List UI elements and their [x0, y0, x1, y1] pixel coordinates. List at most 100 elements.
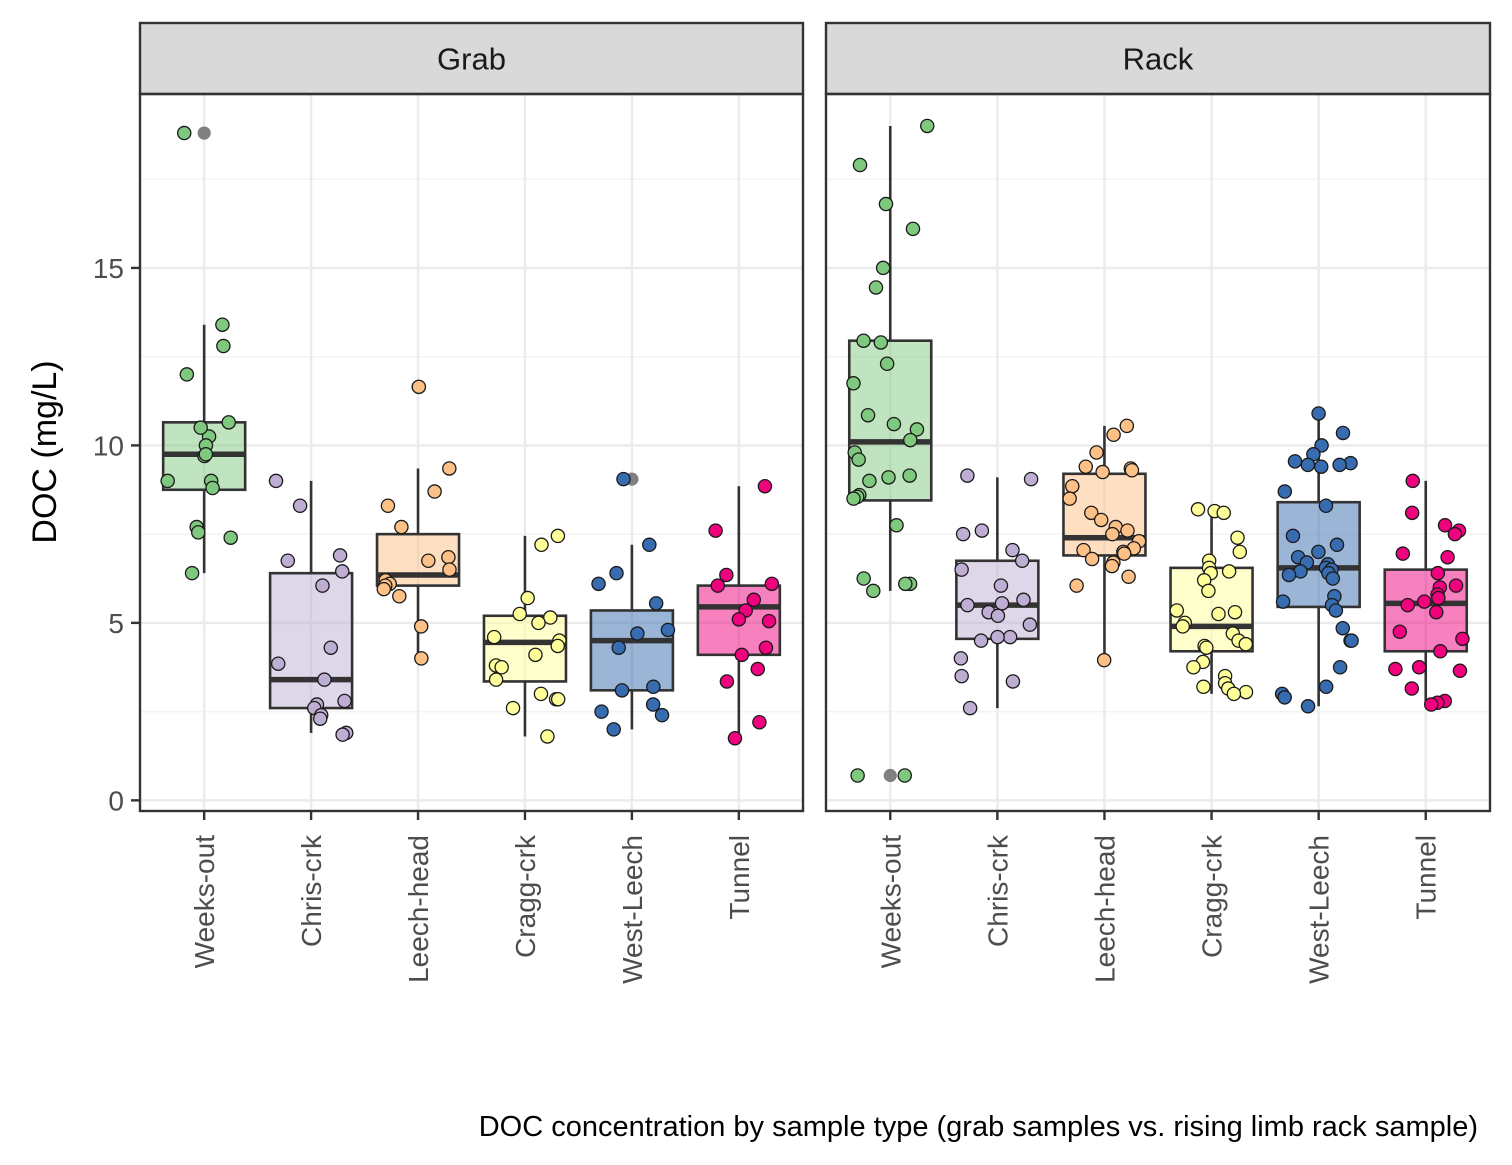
- point-rack-chris-crk: [954, 562, 969, 577]
- point-grab-weeks-out: [176, 125, 192, 141]
- point-grab-west-leech: [654, 707, 670, 723]
- point-grab-west-leech: [606, 722, 621, 737]
- point-rack-weeks-out: [902, 468, 917, 483]
- x-tick-label-cragg-crk: Cragg-crk: [1197, 834, 1228, 958]
- point-rack-cragg-crk: [1199, 640, 1214, 655]
- point-rack-weeks-out: [903, 432, 918, 448]
- point-rack-chris-crk: [1016, 592, 1031, 608]
- point-rack-weeks-out: [856, 571, 871, 586]
- y-tick-label: 15: [93, 253, 124, 284]
- point-rack-tunnel: [1388, 661, 1403, 677]
- point-grab-leech-head: [392, 589, 407, 604]
- point-grab-chris-crk: [335, 727, 350, 742]
- point-rack-leech-head: [1065, 478, 1080, 494]
- point-rack-cragg-crk: [1232, 544, 1248, 560]
- panel-background-rack: [826, 94, 1490, 811]
- point-rack-cragg-crk: [1216, 505, 1231, 521]
- x-tick-label-west-leech: West-Leech: [1304, 835, 1335, 984]
- y-axis-title: DOC (mg/L): [26, 360, 64, 543]
- point-grab-leech-head: [441, 549, 456, 565]
- point-rack-cragg-crk: [1211, 606, 1226, 622]
- point-rack-cragg-crk: [1186, 659, 1201, 675]
- x-tick-label-tunnel: Tunnel: [724, 835, 755, 920]
- point-grab-weeks-out: [191, 525, 206, 540]
- point-grab-west-leech: [616, 471, 631, 487]
- point-grab-chris-crk: [334, 564, 350, 579]
- point-grab-cragg-crk: [534, 537, 549, 553]
- point-grab-weeks-out: [179, 367, 195, 382]
- panel-border-grab: [138, 92, 805, 813]
- point-grab-cragg-crk: [528, 647, 543, 663]
- point-rack-chris-crk: [1023, 471, 1039, 487]
- point-rack-cragg-crk: [1196, 679, 1211, 695]
- point-grab-chris-crk: [292, 498, 308, 513]
- point-grab-tunnel: [752, 715, 767, 730]
- point-grab-cragg-crk: [550, 528, 566, 544]
- point-grab-tunnel: [761, 613, 777, 629]
- point-rack-west-leech: [1332, 659, 1348, 675]
- point-grab-chris-crk: [270, 656, 286, 671]
- point-grab-tunnel: [750, 661, 765, 677]
- panel-frames: Grab Rack: [138, 21, 1492, 813]
- point-rack-chris-crk: [1005, 674, 1021, 689]
- point-grab-tunnel: [731, 612, 747, 627]
- point-grab-west-leech: [660, 622, 676, 638]
- point-rack-leech-head: [1104, 558, 1120, 574]
- point-rack-weeks-out: [878, 196, 894, 212]
- point-grab-cragg-crk: [512, 606, 527, 622]
- point-rack-tunnel: [1423, 697, 1439, 712]
- point-rack-west-leech: [1277, 484, 1293, 499]
- x-tick-label-weeks-out: Weeks-out: [189, 835, 220, 969]
- point-rack-weeks-out: [846, 376, 861, 391]
- point-rack-cragg-crk: [1226, 686, 1242, 702]
- point-rack-weeks-out: [886, 416, 902, 432]
- point-grab-leech-head: [421, 553, 436, 569]
- point-rack-cragg-crk: [1201, 583, 1216, 599]
- point-rack-west-leech: [1344, 633, 1359, 648]
- point-rack-tunnel: [1428, 604, 1444, 620]
- point-grab-cragg-crk: [533, 686, 549, 702]
- point-rack-west-leech: [1311, 544, 1326, 560]
- point-rack-leech-head: [1116, 546, 1132, 561]
- chart-caption: DOC concentration by sample type (grab s…: [479, 1111, 1478, 1143]
- point-rack-weeks-out: [851, 452, 866, 467]
- point-grab-weeks-out: [184, 565, 200, 581]
- y-tick-label: 0: [108, 785, 124, 816]
- point-rack-chris-crk: [974, 523, 990, 538]
- point-rack-weeks-out: [881, 470, 896, 485]
- point-rack-tunnel: [1395, 546, 1411, 561]
- point-grab-cragg-crk: [550, 638, 566, 654]
- point-grab-chris-crk: [280, 553, 296, 569]
- point-rack-chris-crk: [960, 468, 975, 483]
- point-rack-cragg-crk: [1230, 530, 1245, 545]
- point-rack-weeks-out: [875, 260, 891, 276]
- point-rack-west-leech: [1314, 438, 1329, 453]
- point-rack-tunnel: [1430, 565, 1446, 581]
- point-rack-tunnel: [1433, 644, 1448, 659]
- box-grab-chris-crk: [268, 480, 354, 733]
- point-grab-cragg-crk: [531, 615, 546, 631]
- point-rack-tunnel: [1404, 681, 1420, 696]
- point-rack-chris-crk: [990, 608, 1006, 624]
- box-iqr: [589, 609, 675, 692]
- point-rack-tunnel: [1448, 578, 1464, 593]
- point-rack-weeks-out: [897, 768, 913, 783]
- point-grab-west-leech: [648, 596, 664, 611]
- point-grab-west-leech: [611, 640, 626, 655]
- point-rack-weeks-out: [898, 576, 913, 592]
- point-grab-tunnel: [727, 730, 743, 746]
- point-grab-weeks-out: [223, 530, 238, 545]
- x-tick-label-chris-crk: Chris-crk: [296, 834, 327, 947]
- point-grab-west-leech: [630, 626, 645, 641]
- point-rack-weeks-out: [920, 118, 935, 134]
- point-rack-west-leech: [1313, 459, 1329, 474]
- boxes: [161, 125, 1469, 783]
- point-grab-west-leech: [591, 576, 606, 592]
- point-rack-leech-head: [1120, 523, 1135, 538]
- facet-label-rack: Rack: [1123, 42, 1194, 77]
- point-rack-tunnel: [1411, 659, 1427, 675]
- point-rack-leech-head: [1076, 542, 1091, 558]
- point-grab-weeks-out: [215, 317, 230, 332]
- point-rack-weeks-out: [909, 422, 925, 437]
